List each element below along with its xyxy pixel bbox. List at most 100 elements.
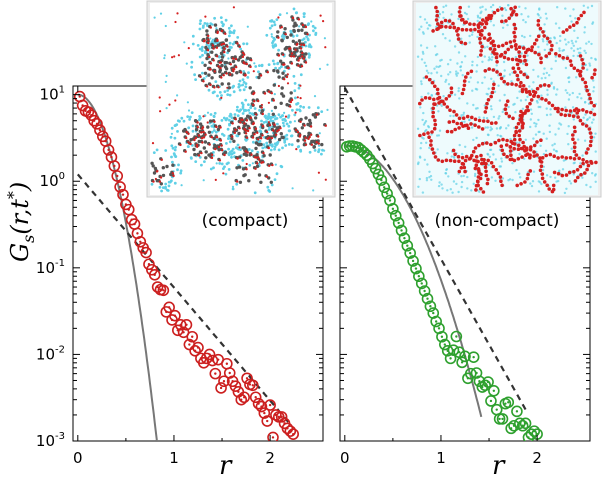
- y-label-star: *: [4, 191, 23, 199]
- data-point: [415, 277, 428, 290]
- data-point: [418, 285, 431, 297]
- data-point: [85, 109, 98, 121]
- y-tick-label: 100: [40, 171, 65, 190]
- y-label-close: ): [6, 182, 34, 192]
- data-point-center: [268, 403, 272, 407]
- data-point: [375, 174, 388, 186]
- data-point-center: [98, 128, 102, 132]
- y-tick-label: 10-2: [36, 344, 65, 363]
- data-point: [209, 367, 222, 380]
- noncompact-snapshot-inset: [412, 0, 602, 198]
- data-point-center: [260, 405, 263, 408]
- data-point: [505, 422, 517, 435]
- data-point-center: [136, 232, 139, 235]
- data-point: [255, 400, 268, 413]
- data-point-center: [423, 289, 426, 293]
- data-point-center: [437, 327, 441, 330]
- data-point: [249, 391, 262, 404]
- data-point-center: [118, 185, 122, 189]
- data-point: [519, 417, 532, 430]
- data-point-center: [460, 361, 464, 364]
- data-point: [473, 375, 486, 388]
- data-point: [241, 372, 253, 385]
- data-point-center: [84, 109, 87, 113]
- data-point: [284, 425, 297, 437]
- data-point: [134, 235, 147, 248]
- data-point: [94, 124, 106, 136]
- data-point-center: [153, 273, 156, 277]
- data-point: [186, 330, 199, 343]
- data-point: [456, 356, 468, 369]
- data-point-center: [271, 436, 275, 439]
- data-point-center: [481, 385, 484, 389]
- data-point: [102, 144, 115, 156]
- data-point: [404, 247, 416, 259]
- panel-compact: 0 1 2 101 100 10-1 10-2 10-3 (compact): [36, 85, 324, 467]
- data-point-center: [515, 410, 519, 413]
- y-label-g: G: [6, 243, 34, 262]
- data-point-center: [228, 371, 231, 375]
- data-point-center: [110, 155, 113, 159]
- data-point-center: [420, 282, 423, 285]
- data-point-center: [432, 311, 435, 315]
- inset-background: [150, 3, 332, 195]
- data-point: [511, 405, 523, 418]
- data-point-center: [385, 192, 389, 195]
- data-point-center: [266, 419, 269, 423]
- data-point-center: [251, 384, 255, 387]
- data-point-center: [524, 422, 527, 425]
- exponential-fit-line: [343, 87, 529, 414]
- data-point: [439, 338, 451, 351]
- data-point-center: [417, 275, 421, 278]
- data-point-center: [248, 383, 252, 386]
- data-point-center: [291, 432, 295, 436]
- data-point: [467, 351, 480, 363]
- data-point: [275, 411, 288, 423]
- data-point: [281, 422, 294, 435]
- data-point: [485, 395, 497, 407]
- data-point: [88, 114, 100, 127]
- data-point: [398, 232, 411, 244]
- data-point-center: [167, 306, 171, 309]
- data-point: [261, 415, 274, 427]
- data-point: [267, 431, 279, 441]
- data-point-center: [225, 362, 229, 365]
- data-point-center: [501, 417, 504, 421]
- data-point-center: [455, 335, 458, 338]
- data-point: [143, 258, 155, 271]
- data-point-center: [397, 221, 400, 225]
- panel-annotation: (compact): [202, 211, 289, 231]
- data-point: [180, 318, 193, 331]
- data-point: [508, 419, 520, 432]
- data-point-center: [159, 288, 162, 291]
- data-point-center: [414, 267, 418, 270]
- gaussian-fit-line: [77, 93, 158, 441]
- x-tick-label: 2: [532, 449, 542, 467]
- data-point: [436, 330, 448, 343]
- data-point: [496, 413, 509, 425]
- data-point-center: [104, 140, 107, 143]
- data-point-center: [492, 389, 496, 392]
- data-point-center: [139, 240, 142, 243]
- data-point-center: [216, 358, 220, 361]
- data-point: [488, 384, 500, 397]
- data-point-center: [498, 417, 501, 421]
- data-point-center: [162, 289, 165, 292]
- data-point: [358, 146, 370, 159]
- data-point-center: [394, 214, 397, 217]
- data-point-center: [426, 297, 429, 300]
- data-point-center: [449, 357, 452, 360]
- data-point: [287, 428, 299, 440]
- data-point: [378, 181, 391, 194]
- data-point: [172, 324, 184, 337]
- inset-background: [416, 3, 598, 195]
- data-point-center: [133, 222, 136, 226]
- data-point: [410, 262, 422, 275]
- x-tick-label: 2: [265, 449, 275, 467]
- plot-area: [340, 87, 543, 441]
- data-point: [247, 379, 259, 392]
- data-point-center: [188, 343, 191, 346]
- data-point-center: [507, 401, 510, 404]
- data-point-center: [411, 259, 415, 263]
